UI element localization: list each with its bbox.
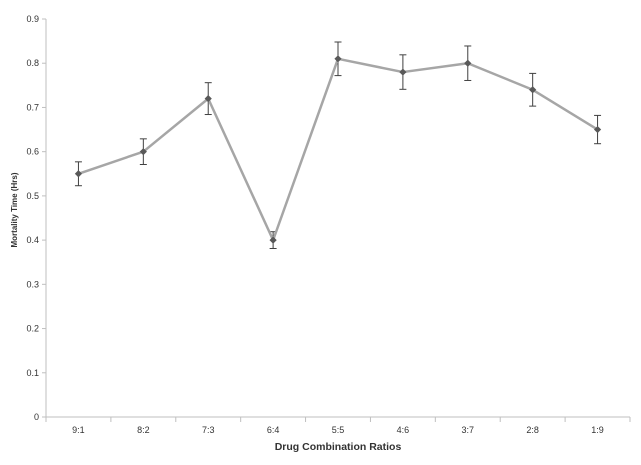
- data-point-marker: [334, 55, 342, 63]
- data-point-marker: [529, 86, 537, 94]
- x-tick-label: 5:5: [332, 425, 345, 435]
- data-point-marker: [204, 95, 212, 103]
- x-tick-label: 6:4: [267, 425, 280, 435]
- y-tick-label: 0: [34, 412, 39, 422]
- x-tick-label: 7:3: [202, 425, 215, 435]
- error-bars: [74, 41, 602, 250]
- data-point-marker: [74, 170, 83, 178]
- x-tick-label: 1:9: [591, 425, 604, 435]
- tick-labels: 0 0.1 0.2 0.3 0.4 0.5 0.6 0.7 0.8 0.9 9:1 8:2 7:3 6:4…: [26, 14, 603, 435]
- data-point-marker: [139, 148, 147, 156]
- data-series: [78, 57, 599, 242]
- x-tick-label: 2:8: [526, 425, 539, 435]
- y-tick-label: 0.4: [26, 235, 39, 245]
- y-axis-title: Mortality Time (Hrs): [10, 172, 19, 247]
- x-tick-label: 8:2: [137, 425, 150, 435]
- y-tick-label: 0.1: [26, 368, 39, 378]
- data-point-marker: [399, 68, 407, 76]
- y-tick-label: 0.2: [26, 324, 39, 334]
- axes: [42, 18, 631, 422]
- y-tick-label: 0.6: [26, 147, 39, 157]
- data-point-marker: [269, 236, 277, 244]
- y-tick-label: 0.5: [26, 191, 39, 201]
- series-line: [78, 57, 599, 242]
- data-markers: [74, 55, 602, 244]
- y-tick-label: 0.9: [26, 14, 39, 24]
- data-point-marker: [464, 59, 472, 67]
- x-tick-label: 4:6: [397, 425, 410, 435]
- y-tick-label: 0.7: [26, 102, 39, 112]
- x-axis-title: Drug Combination Ratios: [275, 441, 402, 453]
- x-tick-label: 9:1: [72, 425, 85, 435]
- data-point-marker: [593, 125, 602, 134]
- y-tick-label: 0.3: [26, 279, 39, 289]
- y-tick-label: 0.8: [26, 58, 39, 68]
- x-tick-label: 3:7: [462, 425, 475, 435]
